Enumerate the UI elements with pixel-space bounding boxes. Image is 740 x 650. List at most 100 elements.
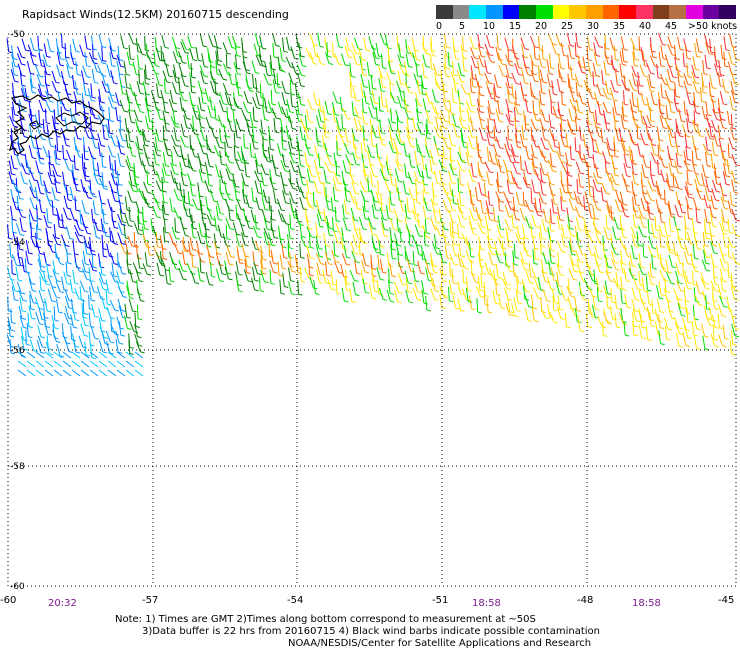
wind-barb-flag [48, 94, 53, 96]
wind-barb [27, 44, 33, 56]
wind-barb-flag [326, 182, 331, 184]
wind-barb [405, 53, 409, 67]
wind-barb [541, 218, 546, 231]
wind-barb [425, 91, 430, 103]
wind-barb-flag [315, 55, 320, 58]
wind-barb [34, 186, 38, 201]
wind-barb [641, 164, 646, 178]
wind-barb-flag [280, 238, 285, 241]
wind-barb [73, 136, 77, 151]
wind-barb [574, 308, 578, 322]
wind-barb-flag [445, 67, 450, 70]
wind-barb-flag [615, 183, 620, 186]
wind-barb [214, 136, 220, 148]
wind-barb [263, 73, 269, 85]
wind-barb [377, 254, 380, 269]
wind-barb [52, 164, 58, 176]
wind-barb [17, 63, 23, 76]
wind-barb-flag [381, 132, 386, 135]
wind-barb-flag [289, 111, 294, 114]
wind-barb [506, 198, 512, 210]
wind-barb [289, 214, 292, 229]
wind-barb-flag [164, 111, 170, 114]
wind-barb-flag [131, 201, 136, 204]
wind-barb-flag [434, 290, 440, 293]
wind-barb-flag [391, 248, 396, 251]
wind-barb [477, 81, 481, 95]
wind-barb [551, 80, 554, 94]
wind-barb-flag [559, 308, 564, 311]
legend-swatch-8 [569, 5, 587, 19]
wind-barb-flag [211, 275, 216, 278]
wind-barb [462, 56, 465, 71]
wind-barb-flag [397, 244, 402, 247]
wind-barb [704, 54, 708, 68]
wind-barb [434, 143, 440, 156]
wind-barb-flag [669, 251, 674, 254]
wind-barb [600, 128, 603, 142]
wind-barb [180, 123, 185, 137]
wind-barb-flag [443, 127, 448, 130]
wind-barb-flag [634, 226, 640, 229]
wind-barb [124, 303, 128, 318]
wind-barb-flag [436, 253, 442, 256]
wind-barb-flag [39, 157, 45, 160]
wind-barb [141, 160, 147, 173]
wind-barb [8, 322, 11, 337]
wind-barb-flag [451, 182, 456, 185]
wind-barb [135, 38, 139, 52]
wind-barb-flag [668, 185, 674, 188]
wind-barb [82, 222, 88, 234]
wind-barb-flag [291, 293, 296, 296]
wind-barb-flag [245, 69, 250, 72]
wind-barb [379, 73, 383, 87]
wind-barb-flag [257, 164, 262, 167]
wind-barb [199, 65, 205, 77]
wind-barb-flag [23, 348, 28, 351]
wind-barb-flag [490, 61, 496, 64]
wind-barb-flag [356, 63, 361, 66]
wind-barb-flag [616, 113, 621, 116]
wind-barb [362, 169, 367, 182]
wind-barb-flag [518, 67, 523, 69]
wind-barb-flag [633, 105, 638, 108]
wind-barb-flag [713, 276, 719, 279]
wind-barb-flag [623, 48, 629, 51]
wind-barb [135, 341, 141, 353]
wind-barb-flag [460, 255, 466, 258]
wind-barb-flag [63, 158, 68, 161]
wind-barb [575, 81, 578, 96]
wind-barb [645, 126, 650, 140]
wind-barb [630, 226, 636, 238]
wind-barb-flag [22, 299, 28, 302]
wind-barb [370, 189, 376, 202]
wind-barb-flag [394, 101, 399, 104]
wind-barb-flag [162, 258, 168, 260]
wind-barb-flag [14, 299, 19, 302]
wind-barb [254, 152, 259, 166]
wind-barb-flag [40, 162, 45, 165]
wind-barb [700, 278, 707, 289]
wind-barb [403, 143, 407, 157]
wind-barb-flag [364, 271, 370, 274]
wind-barb [673, 317, 679, 328]
wind-barb [497, 52, 503, 65]
wind-barb [124, 240, 129, 254]
wind-barb [369, 164, 375, 177]
wind-barb-flag [19, 248, 24, 251]
wind-barb-flag [468, 155, 473, 158]
wind-barb [282, 190, 287, 203]
wind-barb-flag [442, 166, 447, 169]
wind-barb-flag [184, 85, 189, 88]
wind-barb [522, 176, 528, 188]
wind-barb [731, 89, 736, 103]
wind-barb-flag [484, 295, 490, 298]
wind-barb-flag [634, 183, 640, 186]
wind-barb [405, 38, 408, 53]
wind-barb [170, 116, 176, 127]
wind-barb-flag [460, 80, 466, 83]
wind-barb [37, 127, 43, 140]
wind-barb-flag [22, 110, 27, 113]
wind-barb-flag [40, 84, 46, 87]
wind-barb-flag [633, 325, 638, 328]
